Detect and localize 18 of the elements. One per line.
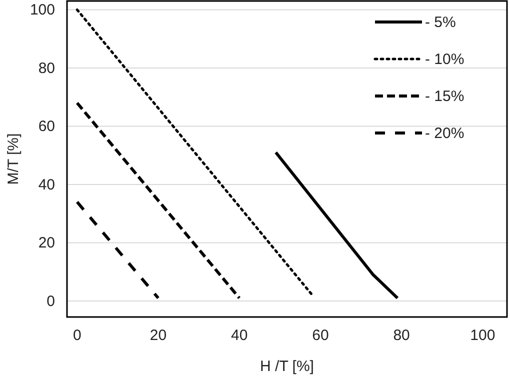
y-tick-label: 40	[38, 176, 55, 194]
x-tick-label: 0	[72, 327, 82, 344]
legend-label: - 20%	[425, 125, 464, 142]
x-tick-label: 20	[150, 327, 167, 344]
legend-label: - 5%	[425, 14, 456, 31]
y-tick-label: 60	[38, 118, 55, 136]
y-tick-label: 100	[30, 2, 55, 19]
legend-label: - 15%	[425, 88, 464, 105]
x-tick-label: 80	[393, 327, 410, 344]
y-axis-title: M/T [%]	[5, 133, 22, 185]
x-tick-label: 100	[470, 327, 496, 344]
legend-label: - 10%	[425, 51, 464, 68]
x-tick-label: 60	[312, 327, 329, 344]
x-axis-title: H /T [%]	[260, 358, 314, 375]
x-tick-label: 40	[231, 327, 248, 344]
y-tick-label: 20	[38, 234, 55, 252]
y-tick-label: 0	[46, 292, 55, 310]
y-tick-label: 80	[38, 60, 55, 77]
